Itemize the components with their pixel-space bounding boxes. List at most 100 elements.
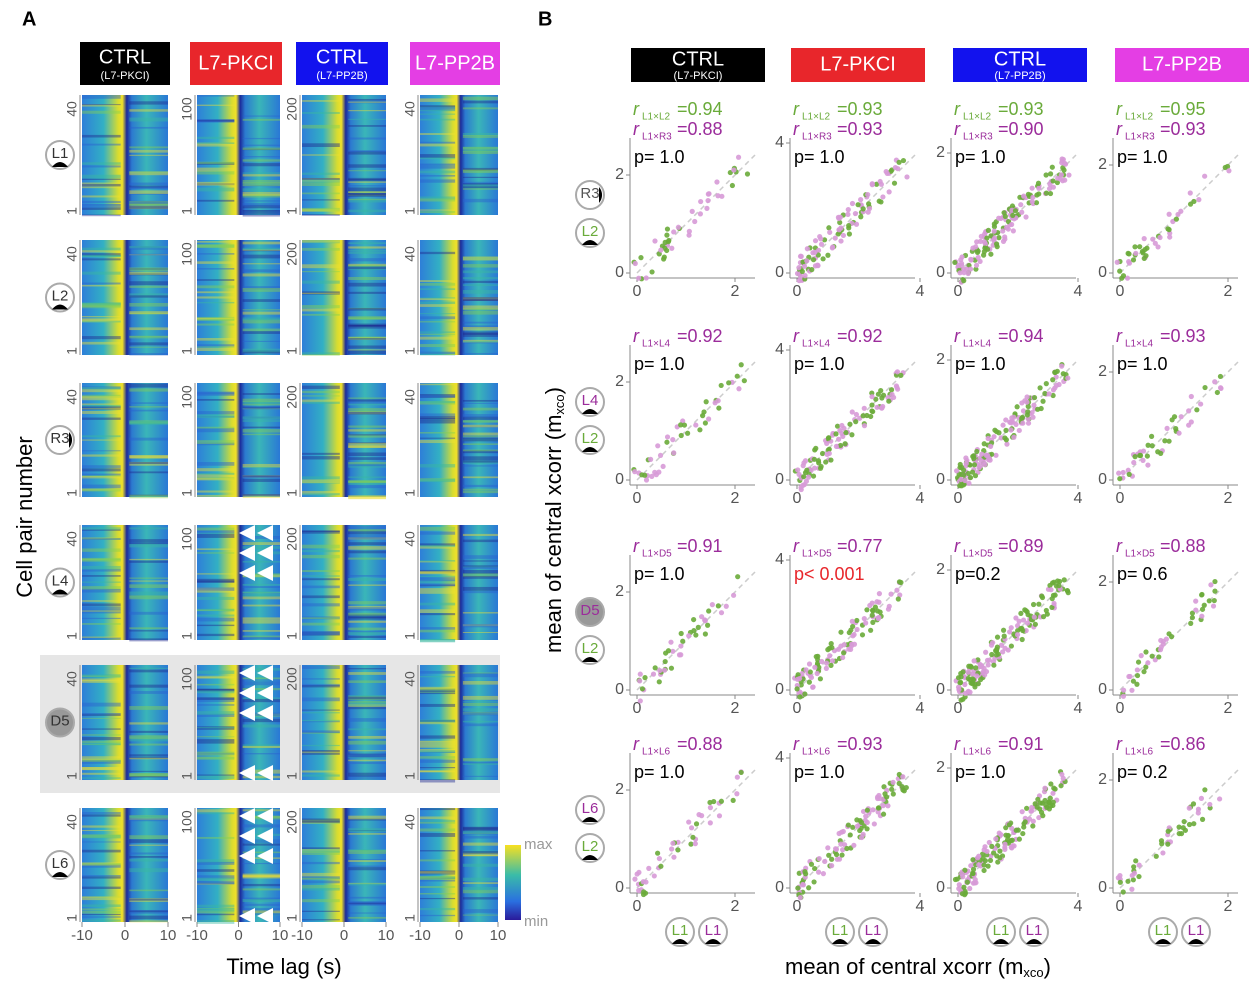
heatmap-stripe xyxy=(129,596,168,598)
heatmap-stripe xyxy=(462,460,498,463)
scatter-dot xyxy=(845,207,851,213)
scatter-dot xyxy=(1005,833,1011,839)
icon-label: L1 xyxy=(1155,922,1172,939)
scatter-dot xyxy=(816,664,822,670)
y-tick-label: 40 xyxy=(402,389,418,405)
heatmap xyxy=(197,665,280,780)
scatter-dot xyxy=(638,255,644,261)
icon-label: L1 xyxy=(1026,922,1043,939)
heatmap-stripe xyxy=(82,182,121,187)
y-tick-label: 0 xyxy=(936,471,945,488)
scatter-dot xyxy=(1212,379,1218,385)
heatmap-stripe xyxy=(197,688,235,692)
heatmap-stripe xyxy=(348,266,386,270)
heatmap-stripe xyxy=(348,495,386,499)
y-tick-label: 2 xyxy=(615,583,624,600)
scatter-dot xyxy=(1120,469,1126,476)
heatmap-stripe xyxy=(420,691,456,694)
scatter-dot xyxy=(685,430,691,436)
scatter-dot xyxy=(1019,400,1025,406)
y-tick-label: 1 xyxy=(402,914,418,922)
heatmap-stripe xyxy=(129,171,168,174)
scatter-dot xyxy=(876,591,883,597)
y-tick-label: 2 xyxy=(1098,363,1107,380)
heatmap-stripe xyxy=(420,770,456,773)
scatter-dot xyxy=(1004,441,1010,447)
x-tick-label: 4 xyxy=(1074,490,1083,507)
heatmap-stripe xyxy=(129,844,168,846)
heatmap-stripe xyxy=(129,462,168,464)
scatter-dot xyxy=(891,180,898,186)
identity-line xyxy=(636,361,756,481)
scatter-dot xyxy=(1020,420,1026,426)
heatmap-stripe xyxy=(197,477,235,480)
scatter-dot xyxy=(671,450,677,456)
heatmap-stripe xyxy=(348,557,386,560)
stat-p: p= 0.2 xyxy=(1117,762,1168,782)
x-tick-label: -10 xyxy=(71,927,93,944)
scatter-dot xyxy=(978,463,984,469)
scatter-dot xyxy=(691,628,697,634)
scatter-dot xyxy=(1157,234,1163,241)
scatter-dot xyxy=(705,622,711,628)
heatmap-stripe xyxy=(197,136,235,139)
scatter-dot xyxy=(1202,173,1208,179)
heatmap-stripe xyxy=(82,830,121,832)
scatter-dot xyxy=(837,219,843,226)
heatmap-stripe xyxy=(348,672,386,675)
heatmap-stripe xyxy=(348,537,386,540)
scatter-dot xyxy=(849,200,856,207)
heatmap-stripe xyxy=(129,776,168,778)
heatmap-stripe xyxy=(462,181,498,185)
scatter-dot xyxy=(956,882,962,888)
heatmap-stripe xyxy=(462,914,498,916)
heatmap-stripe xyxy=(197,468,235,472)
scatter-dot xyxy=(985,863,991,869)
y-tick-label: 1 xyxy=(64,632,80,640)
y-tick-label: 200 xyxy=(284,242,300,266)
heatmap-stripe xyxy=(348,399,386,402)
scatter-dot xyxy=(675,224,681,230)
scatter-dot xyxy=(957,680,963,686)
y-tick-label: 1 xyxy=(402,772,418,780)
heatmap-stripe xyxy=(302,390,340,394)
scatter-dot xyxy=(869,182,875,188)
heatmap-stripe xyxy=(242,317,280,321)
icon-cap xyxy=(52,589,68,595)
scatter-dot xyxy=(1031,394,1038,401)
scatter-dot xyxy=(1202,384,1208,391)
heatmap-stripe xyxy=(197,167,235,172)
scatter-dot xyxy=(738,769,744,776)
scatter-dot xyxy=(846,231,853,237)
heatmap-stripe xyxy=(129,109,168,112)
heatmap-stripe xyxy=(129,815,168,818)
arrowhead xyxy=(239,525,255,541)
scatter-dot xyxy=(805,474,812,480)
scatter-dot xyxy=(814,670,820,677)
scatter-dot xyxy=(860,206,866,212)
heatmap-stripe xyxy=(82,284,121,287)
scatter-dot xyxy=(1207,801,1213,808)
heatmap-stripe xyxy=(129,254,168,256)
heatmap-stripe xyxy=(462,435,498,439)
heatmap-stripe xyxy=(82,849,121,853)
heatmap-stripe xyxy=(197,836,235,839)
header-subtitle: (L7-PKCI) xyxy=(674,70,723,82)
scatter-dot xyxy=(838,841,844,847)
scatter-dot xyxy=(968,863,974,869)
heatmap xyxy=(82,808,168,922)
heatmap-stripe xyxy=(348,614,386,619)
scatter-dot xyxy=(1145,442,1151,448)
stat-value: =0.95 xyxy=(1160,99,1206,119)
scatter-dot xyxy=(798,253,804,259)
heatmap-stripe xyxy=(242,340,280,342)
stat-p: p= 1.0 xyxy=(1117,354,1168,374)
stat-r: r xyxy=(633,734,640,754)
heatmap-stripe xyxy=(129,730,168,733)
heatmap-stripe xyxy=(129,200,168,205)
heatmap-stripe xyxy=(197,241,235,243)
scatter-dot xyxy=(976,853,982,859)
heatmap-stripe xyxy=(82,617,121,620)
heatmap-stripe xyxy=(462,420,498,423)
heatmap-stripe xyxy=(82,398,121,401)
